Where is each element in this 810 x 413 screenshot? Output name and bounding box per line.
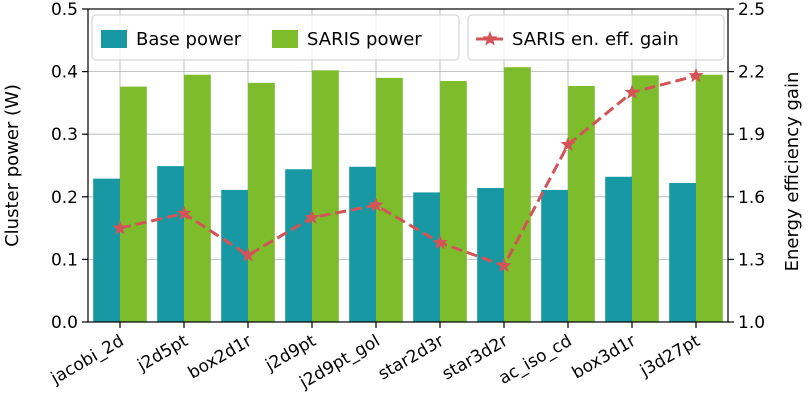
- gain-point: [560, 136, 576, 152]
- bar-saris-power: [184, 74, 211, 322]
- gain-line: [119, 74, 697, 268]
- bar-saris-power: [632, 75, 659, 322]
- legend-swatch-saris-power: [272, 30, 298, 48]
- gain-point: [240, 247, 256, 262]
- y2-axis-label: Energy efficiency gain: [782, 72, 803, 272]
- y-tick-label: 0.2: [51, 188, 78, 208]
- bar-base-power: [669, 183, 696, 322]
- legend: Base power SARIS power SARIS en. eff. gain: [91, 14, 725, 61]
- legend-label-saris-power: SARIS power: [307, 29, 422, 50]
- bar-saris-power: [376, 77, 403, 322]
- bar-saris-power: [440, 80, 467, 323]
- plot-frame: [87, 8, 729, 323]
- gain-point: [688, 67, 704, 83]
- bar-saris-power: [312, 70, 339, 323]
- bars: [93, 67, 723, 323]
- legend-swatch-gain-marker: [482, 31, 498, 46]
- gain-point: [496, 257, 512, 273]
- bar-saris-power: [504, 67, 531, 322]
- y2-tick-label: 1.6: [738, 188, 765, 208]
- bar-saris-power: [120, 86, 147, 323]
- y2-tick-label: 1.0: [738, 313, 765, 333]
- y-tick-label: 0.5: [51, 0, 78, 20]
- y-axis-label: Cluster power (W): [2, 84, 23, 247]
- x-tick-label: jacobi_2d: [47, 331, 128, 389]
- gain-point: [112, 220, 128, 235]
- x-tick-label: star2d3r: [375, 331, 448, 384]
- y2-tick-label: 2.2: [738, 63, 765, 83]
- bar-base-power: [477, 188, 504, 322]
- gain-point: [304, 209, 320, 225]
- bar-base-power: [93, 178, 120, 322]
- legend-box-gain: [467, 14, 725, 61]
- y-tick-label: 0.3: [51, 125, 78, 145]
- y-tick-label: 0.1: [51, 250, 78, 270]
- bar-base-power: [541, 189, 568, 322]
- bar-base-power: [349, 166, 376, 322]
- y-tick-label: 0.0: [51, 313, 78, 333]
- bar-saris-power: [568, 85, 595, 322]
- x-tick-label: j3d27pt: [636, 331, 704, 382]
- y2-tick-label: 1.9: [738, 125, 765, 145]
- legend-label-gain: SARIS en. eff. gain: [512, 29, 679, 50]
- bar-base-power: [413, 192, 440, 322]
- legend-swatch-base-power: [101, 30, 127, 48]
- bar-saris-power: [696, 74, 723, 322]
- x-tick-label: box2d1r: [185, 331, 256, 383]
- y2-tick-label: 2.5: [738, 0, 765, 20]
- x-tick-label: box3d1r: [569, 331, 640, 383]
- gain-point: [368, 197, 384, 212]
- bar-base-power: [221, 189, 248, 322]
- line-series: [112, 67, 704, 273]
- bar-base-power: [605, 176, 632, 322]
- gain-point: [176, 205, 192, 220]
- x-tick-label: j2d5pt: [133, 331, 191, 376]
- legend-label-base-power: Base power: [136, 29, 242, 50]
- x-tick-label: ac_iso_cd: [495, 331, 575, 389]
- gain-point: [432, 234, 448, 250]
- y2-tick-label: 1.3: [738, 250, 765, 270]
- bar-base-power: [285, 169, 312, 322]
- bar-saris-power: [248, 82, 275, 322]
- gain-point: [624, 84, 640, 99]
- y-tick-label: 0.4: [51, 63, 78, 83]
- bar-base-power: [157, 166, 184, 322]
